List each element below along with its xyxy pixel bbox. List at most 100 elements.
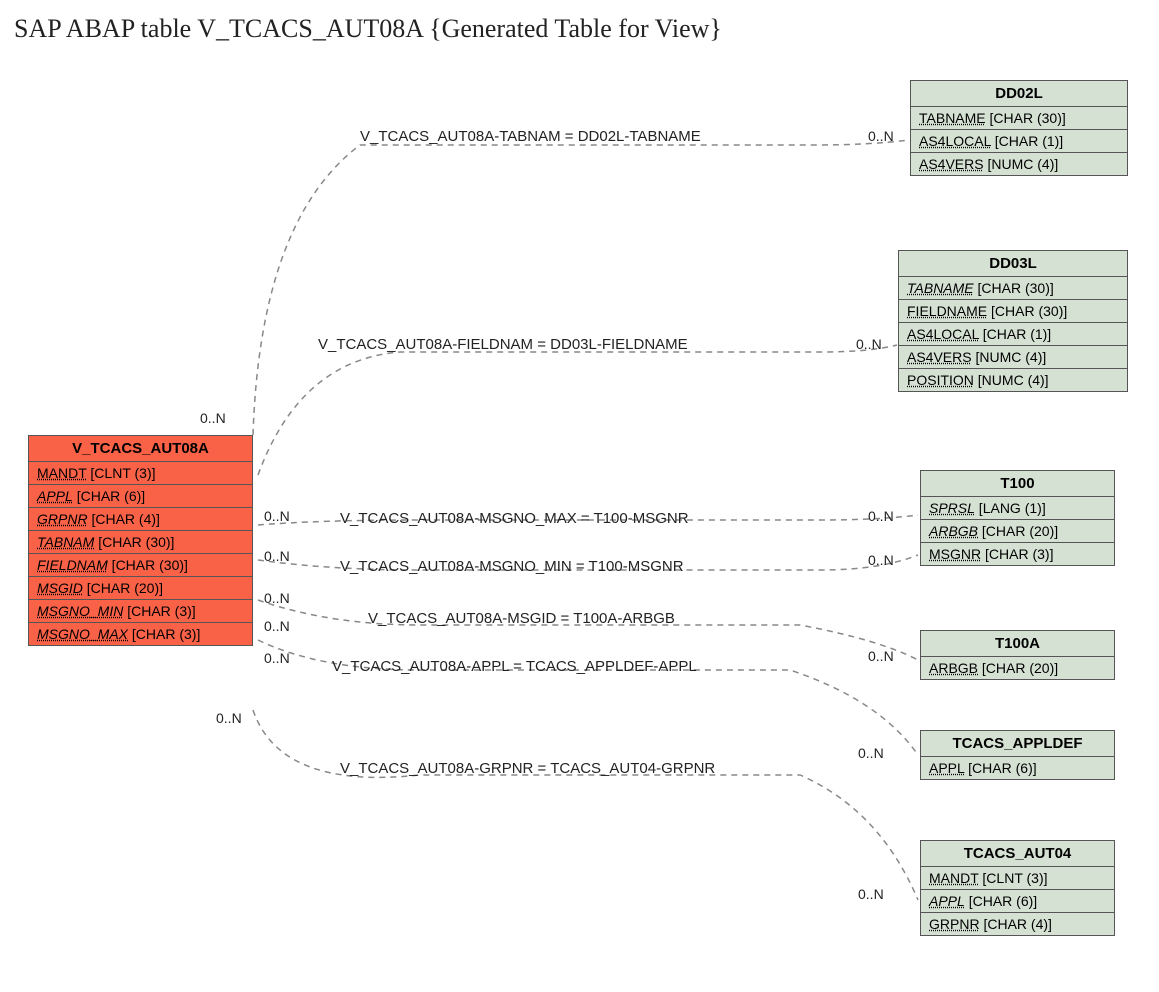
field-row: MSGID [CHAR (20)] xyxy=(29,577,252,600)
field-row: AS4LOCAL [CHAR (1)] xyxy=(899,323,1127,346)
field-name: ARBGB xyxy=(929,523,978,539)
edge-label: V_TCACS_AUT08A-MSGID = T100A-ARBGB xyxy=(368,610,675,627)
field-row: FIELDNAM [CHAR (30)] xyxy=(29,554,252,577)
cardinality: 0..N xyxy=(868,552,894,568)
field-row: MSGNR [CHAR (3)] xyxy=(921,543,1114,565)
field-type: [CHAR (30)] xyxy=(974,280,1054,296)
entity-header: TCACS_APPLDEF xyxy=(921,731,1114,757)
field-name: MSGNO_MIN xyxy=(37,603,123,619)
entity-header: V_TCACS_AUT08A xyxy=(29,436,252,462)
entity-header: DD02L xyxy=(911,81,1127,107)
field-row: MSGNO_MIN [CHAR (3)] xyxy=(29,600,252,623)
edge-label: V_TCACS_AUT08A-GRPNR = TCACS_AUT04-GRPNR xyxy=(340,760,715,777)
entity-v_tcacs_aut08a: V_TCACS_AUT08AMANDT [CLNT (3)]APPL [CHAR… xyxy=(28,435,253,646)
cardinality: 0..N xyxy=(264,590,290,606)
field-type: [CHAR (6)] xyxy=(964,760,1036,776)
field-row: AS4VERS [NUMC (4)] xyxy=(899,346,1127,369)
diagram-canvas: SAP ABAP table V_TCACS_AUT08A {Generated… xyxy=(0,0,1159,992)
field-row: MANDT [CLNT (3)] xyxy=(921,867,1114,890)
field-name: APPL xyxy=(929,760,964,776)
page-title: SAP ABAP table V_TCACS_AUT08A {Generated… xyxy=(14,14,722,44)
field-name: MSGNO_MAX xyxy=(37,626,128,642)
entity-tcacs_appldef: TCACS_APPLDEFAPPL [CHAR (6)] xyxy=(920,730,1115,780)
field-type: [CHAR (3)] xyxy=(123,603,195,619)
field-type: [CHAR (20)] xyxy=(978,660,1058,676)
field-row: APPL [CHAR (6)] xyxy=(29,485,252,508)
cardinality: 0..N xyxy=(264,618,290,634)
edge-label: V_TCACS_AUT08A-TABNAM = DD02L-TABNAME xyxy=(360,128,701,145)
field-row: AS4VERS [NUMC (4)] xyxy=(911,153,1127,175)
edge-label: V_TCACS_AUT08A-MSGNO_MIN = T100-MSGNR xyxy=(340,558,684,575)
field-name: AS4VERS xyxy=(919,156,984,172)
cardinality: 0..N xyxy=(264,650,290,666)
field-type: [CHAR (30)] xyxy=(987,303,1067,319)
field-name: FIELDNAME xyxy=(907,303,987,319)
field-name: APPL xyxy=(929,893,965,909)
field-row: TABNAME [CHAR (30)] xyxy=(899,277,1127,300)
field-name: FIELDNAM xyxy=(37,557,108,573)
field-name: MSGID xyxy=(37,580,83,596)
field-row: ARBGB [CHAR (20)] xyxy=(921,657,1114,679)
field-type: [NUMC (4)] xyxy=(984,156,1059,172)
cardinality: 0..N xyxy=(868,648,894,664)
entity-header: T100A xyxy=(921,631,1114,657)
field-row: APPL [CHAR (6)] xyxy=(921,757,1114,779)
entity-header: T100 xyxy=(921,471,1114,497)
entity-header: DD03L xyxy=(899,251,1127,277)
field-name: GRPNR xyxy=(37,511,88,527)
edge-label: V_TCACS_AUT08A-MSGNO_MAX = T100-MSGNR xyxy=(340,510,689,527)
field-name: TABNAME xyxy=(907,280,974,296)
field-type: [NUMC (4)] xyxy=(974,372,1049,388)
field-type: [CHAR (4)] xyxy=(88,511,160,527)
field-row: SPRSL [LANG (1)] xyxy=(921,497,1114,520)
field-row: GRPNR [CHAR (4)] xyxy=(29,508,252,531)
field-type: [CHAR (4)] xyxy=(980,916,1052,932)
field-type: [CHAR (1)] xyxy=(979,326,1051,342)
field-type: [CHAR (3)] xyxy=(981,546,1053,562)
field-name: TABNAM xyxy=(37,534,94,550)
field-row: FIELDNAME [CHAR (30)] xyxy=(899,300,1127,323)
field-name: GRPNR xyxy=(929,916,980,932)
cardinality: 0..N xyxy=(868,128,894,144)
field-type: [CHAR (6)] xyxy=(73,488,145,504)
field-type: [CLNT (3)] xyxy=(979,870,1048,886)
edge-label: V_TCACS_AUT08A-APPL = TCACS_APPLDEF-APPL xyxy=(332,658,697,675)
field-type: [LANG (1)] xyxy=(975,500,1046,516)
entity-t100: T100SPRSL [LANG (1)]ARBGB [CHAR (20)]MSG… xyxy=(920,470,1115,566)
cardinality: 0..N xyxy=(858,886,884,902)
cardinality: 0..N xyxy=(264,548,290,564)
cardinality: 0..N xyxy=(200,410,226,426)
cardinality: 0..N xyxy=(856,336,882,352)
cardinality: 0..N xyxy=(858,745,884,761)
entity-dd03l: DD03LTABNAME [CHAR (30)]FIELDNAME [CHAR … xyxy=(898,250,1128,392)
field-name: MSGNR xyxy=(929,546,981,562)
entity-t100a: T100AARBGB [CHAR (20)] xyxy=(920,630,1115,680)
edge-label: V_TCACS_AUT08A-FIELDNAM = DD03L-FIELDNAM… xyxy=(318,336,688,353)
cardinality: 0..N xyxy=(264,508,290,524)
field-type: [CHAR (20)] xyxy=(978,523,1058,539)
field-name: AS4VERS xyxy=(907,349,972,365)
field-row: ARBGB [CHAR (20)] xyxy=(921,520,1114,543)
entity-tcacs_aut04: TCACS_AUT04MANDT [CLNT (3)]APPL [CHAR (6… xyxy=(920,840,1115,936)
field-name: ARBGB xyxy=(929,660,978,676)
field-type: [CLNT (3)] xyxy=(87,465,156,481)
field-row: MSGNO_MAX [CHAR (3)] xyxy=(29,623,252,645)
field-name: SPRSL xyxy=(929,500,975,516)
field-name: TABNAME xyxy=(919,110,986,126)
field-type: [CHAR (6)] xyxy=(965,893,1037,909)
field-name: MANDT xyxy=(929,870,979,886)
entity-dd02l: DD02L TABNAME [CHAR (30)] AS4LOCAL [CHAR (… xyxy=(910,80,1128,176)
field-name: AS4LOCAL xyxy=(919,133,991,149)
field-type: [CHAR (30)] xyxy=(986,110,1066,126)
field-name: MANDT xyxy=(37,465,87,481)
field-type: [NUMC (4)] xyxy=(972,349,1047,365)
field-row: GRPNR [CHAR (4)] xyxy=(921,913,1114,935)
field-name: POSITION xyxy=(907,372,974,388)
field-row: APPL [CHAR (6)] xyxy=(921,890,1114,913)
field-type: [CHAR (1)] xyxy=(991,133,1063,149)
field-row: MANDT [CLNT (3)] xyxy=(29,462,252,485)
field-name: APPL xyxy=(37,488,73,504)
cardinality: 0..N xyxy=(868,508,894,524)
cardinality: 0..N xyxy=(216,710,242,726)
entity-header: TCACS_AUT04 xyxy=(921,841,1114,867)
